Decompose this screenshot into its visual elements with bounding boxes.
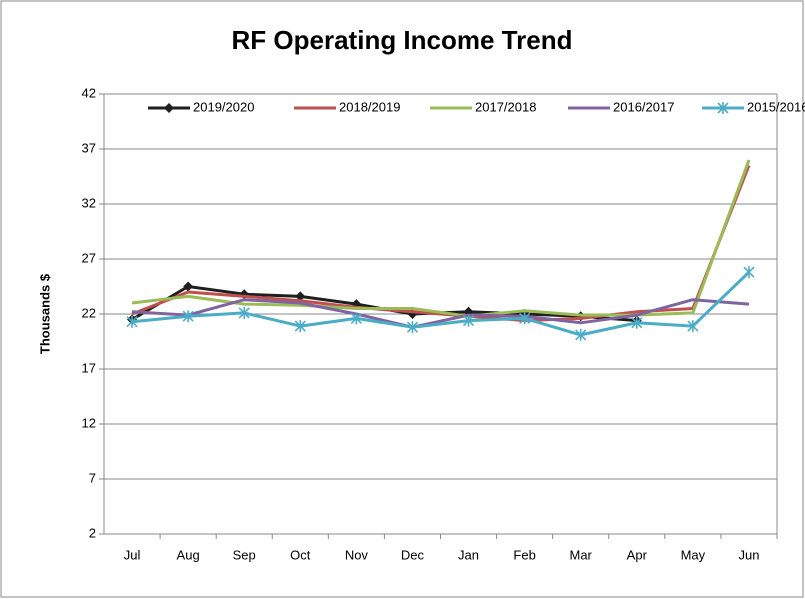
marker-star xyxy=(406,321,419,334)
y-tick-label: 2 xyxy=(89,525,96,540)
y-tick-label: 42 xyxy=(82,85,96,100)
marker-star xyxy=(631,316,643,329)
series-line xyxy=(131,271,750,337)
legend-label: 2017/2018 xyxy=(475,99,536,114)
x-tick-label: Feb xyxy=(513,547,535,562)
x-tick-label: Jan xyxy=(458,547,479,562)
chart-title: RF Operating Income Trend xyxy=(232,25,573,55)
y-tick-label: 37 xyxy=(82,140,96,155)
series-line xyxy=(131,298,750,329)
x-tick-label: Dec xyxy=(401,547,425,562)
x-tick-label: Jun xyxy=(738,547,759,562)
legend-label: 2016/2017 xyxy=(613,99,674,114)
legend-label: 2018/2019 xyxy=(339,99,400,114)
x-tick-label: Oct xyxy=(290,547,311,562)
legend-label: 2015/2016 xyxy=(747,99,805,114)
y-tick-label: 22 xyxy=(82,305,96,320)
y-tick-label: 12 xyxy=(82,415,96,430)
marker-star xyxy=(687,320,699,333)
marker-star xyxy=(126,315,138,328)
x-tick-label: Mar xyxy=(570,547,593,562)
marker-diamond xyxy=(183,281,194,292)
x-tick-label: Nov xyxy=(345,547,369,562)
marker-star xyxy=(717,102,729,114)
y-tick-label: 17 xyxy=(82,360,96,375)
marker-diamond xyxy=(295,291,306,302)
marker-star xyxy=(462,314,475,327)
y-tick-label: 7 xyxy=(89,470,96,485)
marker-star xyxy=(350,312,362,325)
x-tick-label: Aug xyxy=(177,547,200,562)
y-tick-label: 27 xyxy=(82,250,96,265)
y-tick-label: 32 xyxy=(82,195,96,210)
marker-star xyxy=(294,320,306,333)
x-tick-label: May xyxy=(681,547,706,562)
marker-star xyxy=(519,312,531,325)
legend-label: 2019/2020 xyxy=(193,99,254,114)
marker-star xyxy=(182,310,194,323)
y-axis-label: Thousands $ xyxy=(37,273,52,354)
marker-star xyxy=(575,328,587,341)
marker-star xyxy=(238,306,250,319)
x-tick-label: Jul xyxy=(124,547,141,562)
marker-diamond xyxy=(164,103,174,113)
x-tick-label: Sep xyxy=(233,547,256,562)
x-tick-label: Apr xyxy=(627,547,648,562)
marker-star xyxy=(743,266,755,279)
